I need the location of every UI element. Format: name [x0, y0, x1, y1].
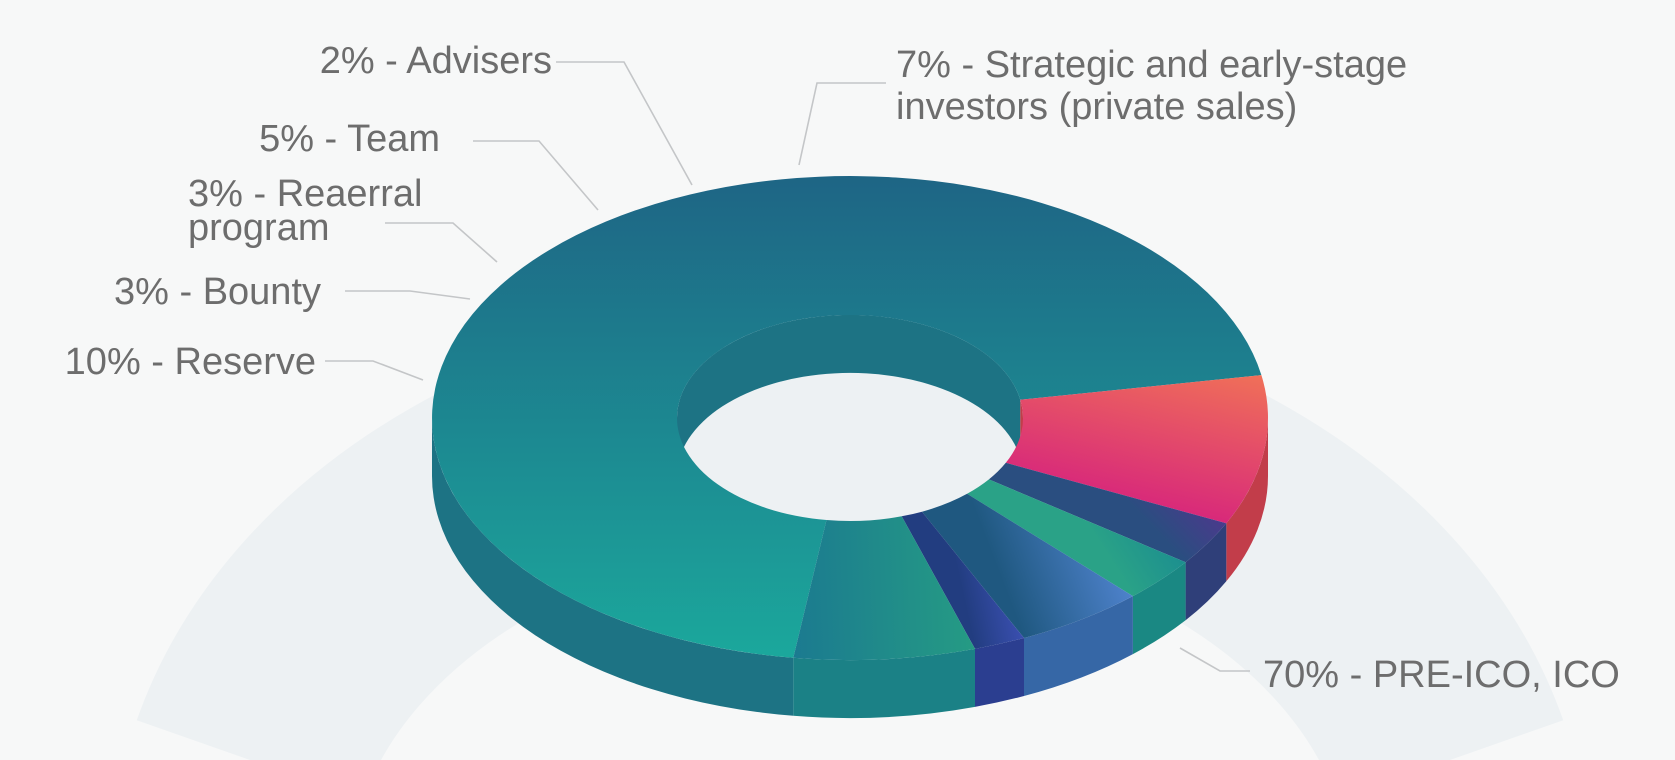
- outer-walls: [432, 418, 1268, 719]
- outer-wall-0: [432, 418, 794, 716]
- slice-label-line: program: [188, 207, 330, 249]
- donut-slice-0[interactable]: [432, 176, 1262, 658]
- slice-label-5: 2% - Advisers: [320, 40, 552, 82]
- slice-label-3: 3% - Reaerral program: [188, 173, 422, 249]
- leader-lines: [325, 61, 1250, 672]
- slice-label-4: 5% - Team: [259, 118, 440, 160]
- slice-label-line: 2% - Advisers: [320, 40, 552, 82]
- slice-label-line: 3% - Bounty: [114, 271, 321, 313]
- slice-label-line: 3% - Reaerral: [188, 173, 422, 215]
- leader-line-5: [556, 61, 693, 186]
- donut-slices: [432, 176, 1268, 661]
- outer-wall-2: [1185, 523, 1227, 621]
- donut-slice-5[interactable]: [901, 511, 1024, 649]
- background-arc-decoration: [136, 295, 1564, 760]
- slice-label-0: 70% - PRE-ICO, ICO: [1263, 654, 1620, 696]
- leader-line-3: [385, 222, 498, 263]
- outer-wall-4: [1024, 596, 1133, 696]
- leader-line-4: [473, 140, 599, 211]
- slice-label-1: 10% - Reserve: [65, 341, 316, 383]
- slice-label-line: investors (private sales): [896, 86, 1297, 128]
- outer-wall-3: [1132, 562, 1186, 655]
- leader-line-1: [325, 360, 424, 381]
- slice-label-line: 70% - PRE-ICO, ICO: [1263, 654, 1620, 696]
- outer-wall-5: [975, 638, 1024, 707]
- leader-line-0: [1179, 647, 1250, 672]
- slice-label-line: 7% - Strategic and early-stage: [896, 44, 1407, 86]
- leader-line-2: [345, 290, 471, 300]
- slice-label-6: 7% - Strategic and early-stage investors …: [896, 44, 1407, 128]
- donut-slice-3[interactable]: [967, 479, 1186, 597]
- outer-wall-6: [793, 648, 975, 719]
- slice-label-line: 10% - Reserve: [65, 341, 316, 383]
- slice-labels: 70% - PRE-ICO, ICO 10% - Reserve 3% - Boun…: [65, 40, 1620, 696]
- donut-slice-6[interactable]: [793, 516, 975, 661]
- slice-label-line: 5% - Team: [259, 118, 440, 160]
- leader-line-6: [798, 82, 886, 166]
- donut-slice-4[interactable]: [922, 493, 1133, 638]
- outer-wall-1: [1226, 418, 1268, 582]
- donut-slice-1[interactable]: [1005, 375, 1268, 524]
- slice-label-2: 3% - Bounty: [114, 271, 321, 313]
- donut-slice-2[interactable]: [988, 462, 1227, 563]
- inner-wall-0: [677, 314, 1021, 476]
